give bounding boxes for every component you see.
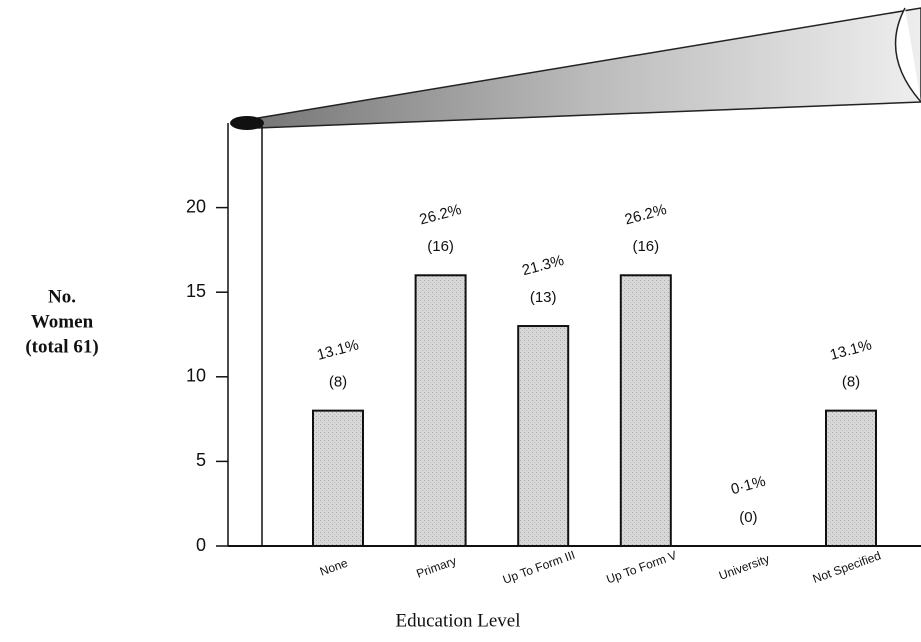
x-tick-label: University bbox=[717, 552, 771, 583]
value-label: (16) bbox=[632, 238, 659, 255]
bar bbox=[313, 411, 363, 546]
percentage-label: 13.1% bbox=[315, 336, 360, 363]
bar bbox=[518, 326, 568, 546]
y-tick-label: 15 bbox=[186, 281, 206, 301]
value-label: (16) bbox=[427, 238, 454, 255]
value-label: (13) bbox=[530, 289, 557, 306]
percentage-label: 26.2% bbox=[623, 201, 668, 228]
x-tick-label: Up To Form III bbox=[501, 548, 577, 587]
x-tick-label: Primary bbox=[414, 554, 458, 581]
percentage-label: 0·1% bbox=[729, 473, 767, 498]
y-axis-title: (total 61) bbox=[25, 336, 98, 357]
chart: Education Level No. Women (total 61) 0 5 1… bbox=[0, 0, 921, 642]
percentage-label: 13.1% bbox=[828, 336, 873, 363]
spotlight-beam bbox=[258, 8, 921, 128]
x-axis-title: Education Level bbox=[395, 610, 520, 631]
bar bbox=[416, 275, 466, 546]
value-label: (8) bbox=[329, 374, 347, 391]
bar bbox=[621, 275, 671, 546]
percentage-label: 26.2% bbox=[418, 201, 463, 228]
percentage-label: 21.3% bbox=[520, 252, 565, 279]
y-axis-title: No. bbox=[48, 286, 76, 307]
y-axis-title: Women bbox=[31, 311, 94, 332]
value-label: (0) bbox=[739, 509, 757, 526]
spotlight-head bbox=[230, 116, 264, 130]
x-tick-label: None bbox=[318, 556, 350, 579]
value-label: (8) bbox=[842, 374, 860, 391]
y-tick-label: 10 bbox=[186, 366, 206, 386]
x-tick-label: Not Specified bbox=[811, 548, 883, 586]
y-tick-label: 5 bbox=[196, 450, 206, 470]
bar bbox=[826, 411, 876, 546]
y-tick-label: 20 bbox=[186, 196, 206, 216]
y-tick-label: 0 bbox=[196, 535, 206, 555]
x-tick-label: Up To Form V bbox=[604, 548, 678, 586]
